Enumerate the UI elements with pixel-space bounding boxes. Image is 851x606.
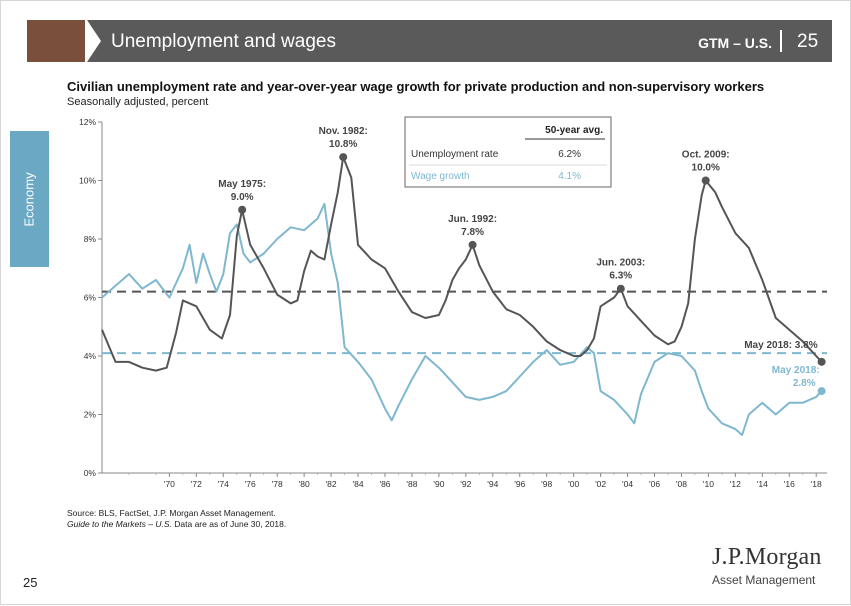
annotation-label: Jun. 2003: bbox=[596, 258, 645, 269]
y-tick-label: 2% bbox=[84, 410, 97, 420]
x-tick-label: '00 bbox=[568, 479, 579, 489]
annotation-value: 2.8% bbox=[793, 378, 816, 389]
wage-growth-line bbox=[101, 202, 823, 436]
x-tick-label: '98 bbox=[541, 479, 552, 489]
chart-title: Civilian unemployment rate and year-over… bbox=[67, 79, 765, 94]
annotation-marker bbox=[339, 153, 348, 162]
y-tick-label: 10% bbox=[79, 176, 96, 186]
annotation-label: Jun. 1992: bbox=[448, 214, 497, 225]
averages-row-label: Unemployment rate bbox=[411, 149, 499, 160]
x-tick-label: '04 bbox=[622, 479, 633, 489]
header-page-number: 25 bbox=[797, 31, 819, 52]
header-accent bbox=[27, 20, 85, 62]
unemployment-rate-line bbox=[101, 156, 823, 372]
header-bar bbox=[87, 20, 832, 62]
y-tick-label: 6% bbox=[84, 293, 97, 303]
guide-date: Data are as of June 30, 2018. bbox=[171, 519, 287, 529]
x-tick-label: '78 bbox=[272, 479, 283, 489]
annotation-marker bbox=[817, 387, 826, 396]
guide-line: Guide to the Markets – U.S. Data are as … bbox=[67, 519, 286, 530]
slide-title: Unemployment and wages bbox=[111, 31, 336, 52]
annotation-value: 6.3% bbox=[609, 271, 632, 282]
x-tick-label: '82 bbox=[326, 479, 337, 489]
chart-subtitle: Seasonally adjusted, percent bbox=[67, 96, 209, 108]
source-note: Source: BLS, FactSet, J.P. Morgan Asset … bbox=[67, 508, 286, 530]
annotation-label: Nov. 1982: bbox=[319, 126, 368, 137]
averages-row-label: Wage growth bbox=[411, 171, 470, 182]
chart-axes: 0% 2% 4% 6% 8% 10% 12% '70 '72 '74 '76 '78 '80 '82 '84… bbox=[79, 117, 827, 489]
jpmorgan-logo: J.P.Morgan bbox=[712, 544, 822, 570]
averages-table-header: 50-year avg. bbox=[545, 125, 603, 136]
averages-row-value: 4.1% bbox=[558, 171, 581, 182]
x-tick-label: '72 bbox=[191, 479, 202, 489]
annotation-value: 10.0% bbox=[692, 163, 720, 174]
y-tick-label: 12% bbox=[79, 117, 96, 127]
averages-table: 50-year avg. Unemployment rate 6.2% Wage gr… bbox=[404, 116, 612, 188]
annotation-marker bbox=[238, 205, 247, 214]
annotation-value: 9.0% bbox=[231, 192, 254, 203]
x-tick-label: '80 bbox=[299, 479, 310, 489]
annotation-value: 7.8% bbox=[461, 227, 484, 238]
x-tick-label: '02 bbox=[595, 479, 606, 489]
guide-title: Guide to the Markets – U.S. bbox=[67, 519, 172, 529]
x-tick-label: '08 bbox=[676, 479, 687, 489]
annotation-value: 10.8% bbox=[329, 139, 357, 150]
annotation-label: May 1975: bbox=[218, 179, 266, 190]
y-tick-label: 8% bbox=[84, 234, 97, 244]
x-tick-label: '16 bbox=[784, 479, 795, 489]
page-number: 25 bbox=[23, 575, 38, 590]
y-tick-label: 4% bbox=[84, 351, 97, 361]
logo-subtitle: Asset Management bbox=[712, 573, 816, 587]
averages-row-value: 6.2% bbox=[558, 149, 581, 160]
chart-annotations: May 1975: 9.0% Nov. 1982: 10.8% Jun. 1992: 7.… bbox=[218, 126, 826, 396]
annotation-marker bbox=[616, 284, 625, 293]
header-divider bbox=[780, 30, 782, 52]
economy-tab[interactable] bbox=[10, 131, 49, 267]
x-tick-label: '96 bbox=[514, 479, 525, 489]
x-tick-label: '18 bbox=[811, 479, 822, 489]
x-tick-label: '94 bbox=[487, 479, 498, 489]
header-arrow-icon bbox=[87, 20, 101, 62]
average-lines bbox=[102, 290, 827, 355]
annotation-marker bbox=[701, 176, 710, 185]
averages-table-box bbox=[404, 116, 612, 188]
x-tick-label: '06 bbox=[649, 479, 660, 489]
x-tick-label: '74 bbox=[218, 479, 229, 489]
section-label: GTM – U.S. bbox=[698, 35, 772, 51]
annotation-marker bbox=[468, 240, 477, 249]
annotation-label: May 2018: 3.8% bbox=[744, 340, 817, 351]
x-tick-label: '70 bbox=[164, 479, 175, 489]
x-tick-label: '76 bbox=[245, 479, 256, 489]
annotation-marker bbox=[817, 357, 826, 366]
x-tick-label: '86 bbox=[379, 479, 390, 489]
x-tick-label: '92 bbox=[460, 479, 471, 489]
x-tick-label: '14 bbox=[757, 479, 768, 489]
x-tick-label: '88 bbox=[406, 479, 417, 489]
series-lines bbox=[101, 156, 823, 436]
annotation-label: May 2018: bbox=[772, 365, 820, 376]
annotation-label: Oct. 2009: bbox=[682, 150, 730, 161]
x-tick-label: '84 bbox=[353, 479, 364, 489]
y-tick-label: 0% bbox=[84, 468, 97, 478]
x-tick-label: '90 bbox=[433, 479, 444, 489]
x-tick-label: '10 bbox=[703, 479, 714, 489]
source-line: Source: BLS, FactSet, J.P. Morgan Asset … bbox=[67, 508, 276, 518]
x-tick-label: '12 bbox=[730, 479, 741, 489]
